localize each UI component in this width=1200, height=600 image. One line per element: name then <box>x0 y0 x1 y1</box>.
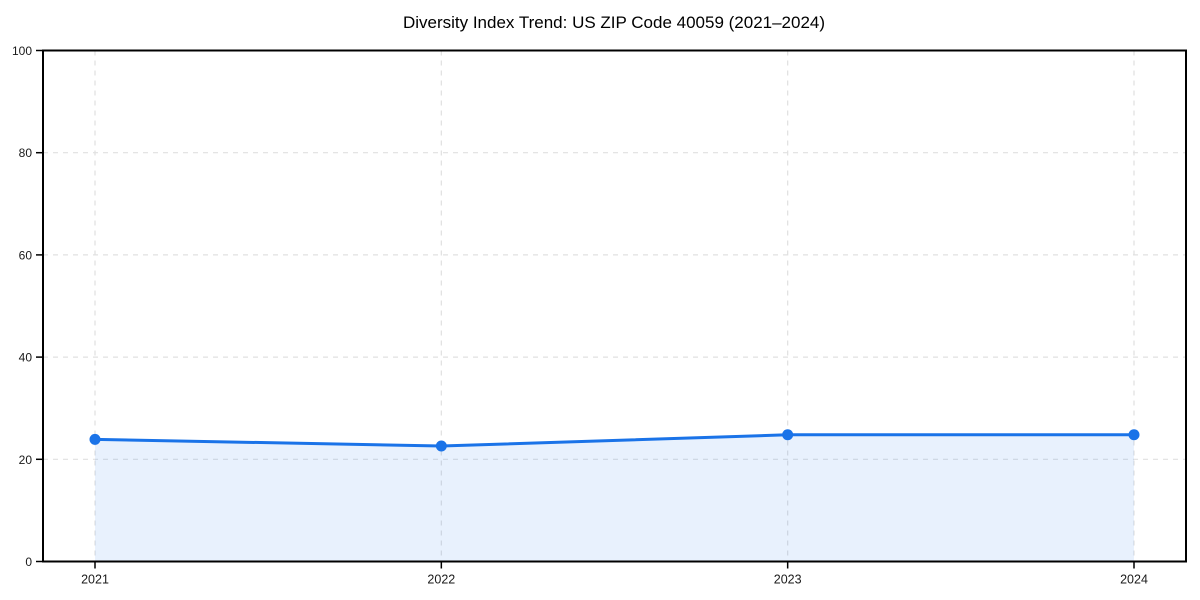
data-point-marker <box>89 433 101 445</box>
y-tick-label: 0 <box>25 555 32 569</box>
area-fill <box>95 434 1134 562</box>
y-tick-label: 60 <box>19 248 33 262</box>
y-tick-label: 80 <box>19 146 33 160</box>
x-tick-label: 2022 <box>427 573 455 587</box>
y-tick-label: 100 <box>12 44 32 58</box>
data-point-marker <box>1128 429 1140 441</box>
x-tick-label: 2023 <box>774 573 802 587</box>
chart-title: Diversity Index Trend: US ZIP Code 40059… <box>402 13 826 32</box>
data-point-marker <box>435 440 447 452</box>
y-tick-label: 40 <box>19 351 33 365</box>
y-tick-label: 20 <box>19 453 33 467</box>
plot-border <box>42 49 1187 563</box>
data-point-marker <box>782 429 794 441</box>
trend-line <box>93 433 1136 448</box>
x-tick-label: 2024 <box>1120 573 1148 587</box>
x-tick-label: 2021 <box>81 573 109 587</box>
